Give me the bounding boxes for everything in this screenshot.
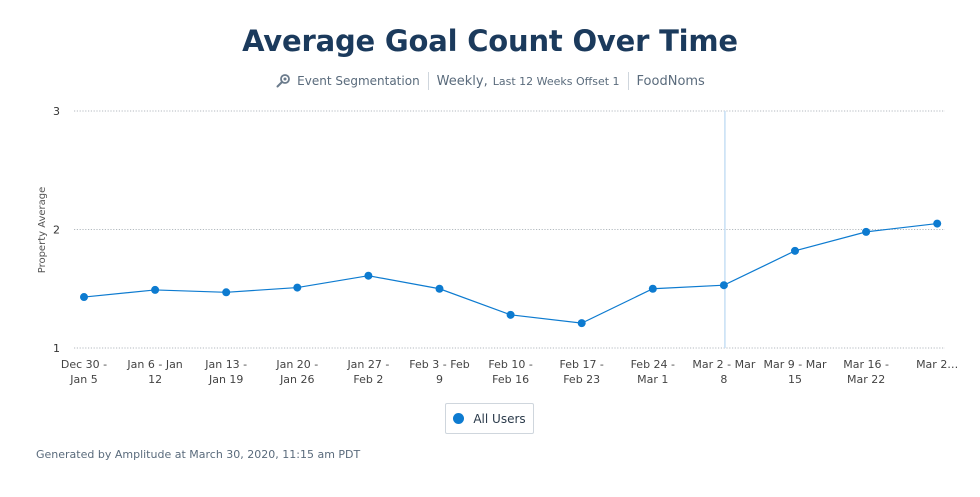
data-point xyxy=(80,293,88,302)
data-point xyxy=(222,288,231,297)
x-tick-label: Jan 20 -Jan 26 xyxy=(275,358,318,386)
data-point xyxy=(719,281,728,290)
x-tick-label: Jan 13 -Jan 19 xyxy=(204,358,247,386)
x-tick-label: Dec 30 -Jan 5 xyxy=(61,358,107,386)
x-tick-label: Mar 9 - Mar 15 xyxy=(764,358,827,386)
data-point xyxy=(435,284,444,293)
data-point xyxy=(933,219,942,228)
project-label[interactable]: FoodNoms xyxy=(636,73,705,89)
y-tick-label: 3 xyxy=(53,105,60,118)
x-tick-label: Feb 3 - Feb 9 xyxy=(409,358,469,386)
divider xyxy=(627,72,629,90)
data-point xyxy=(648,284,657,293)
divider xyxy=(427,72,429,90)
y-tick-label: 2 xyxy=(53,224,60,237)
x-tick-label: Feb 10 -Feb 16 xyxy=(488,358,532,386)
legend-dot xyxy=(453,413,465,424)
series-line xyxy=(83,222,938,324)
x-tick-label: Mar 2… xyxy=(916,358,958,371)
data-point xyxy=(151,285,160,294)
x-tick-label: Feb 24 -Mar 1 xyxy=(631,358,675,386)
chart-subtitle: Event Segmentation Weekly, Last 12 Weeks… xyxy=(0,72,980,90)
chart-title: Average Goal Count Over Time xyxy=(242,24,738,58)
legend-item-all-users[interactable]: All Users xyxy=(445,403,534,434)
y-tick-label: 1 xyxy=(53,342,60,355)
x-tick-label: Feb 17 -Feb 23 xyxy=(559,358,603,386)
x-tick-label: Mar 2 - Mar 8 xyxy=(692,358,755,386)
event-segmentation-icon xyxy=(276,74,291,88)
data-point xyxy=(577,319,586,328)
x-tick-label: Jan 6 - Jan 12 xyxy=(126,358,182,386)
segmentation-label[interactable]: Event Segmentation xyxy=(297,74,420,88)
date-range-label[interactable]: Last 12 Weeks Offset 1 xyxy=(492,74,620,88)
x-tick-label: Mar 16 -Mar 22 xyxy=(843,358,889,386)
data-point xyxy=(862,227,871,236)
interval-label[interactable]: Weekly, xyxy=(436,73,488,89)
data-point xyxy=(293,283,302,292)
y-axis-label: Property Average xyxy=(37,187,48,274)
data-point xyxy=(506,310,515,319)
data-point xyxy=(791,246,799,255)
data-point xyxy=(364,271,373,280)
x-tick-label: Jan 27 -Feb 2 xyxy=(346,358,389,386)
footer-generated-note: Generated by Amplitude at March 30, 2020… xyxy=(36,448,361,461)
line-chart: 3 2 1 Property Average Dec 30 -Jan 5 Jan 6 - … xyxy=(37,105,958,386)
legend-label: All Users xyxy=(473,411,526,426)
